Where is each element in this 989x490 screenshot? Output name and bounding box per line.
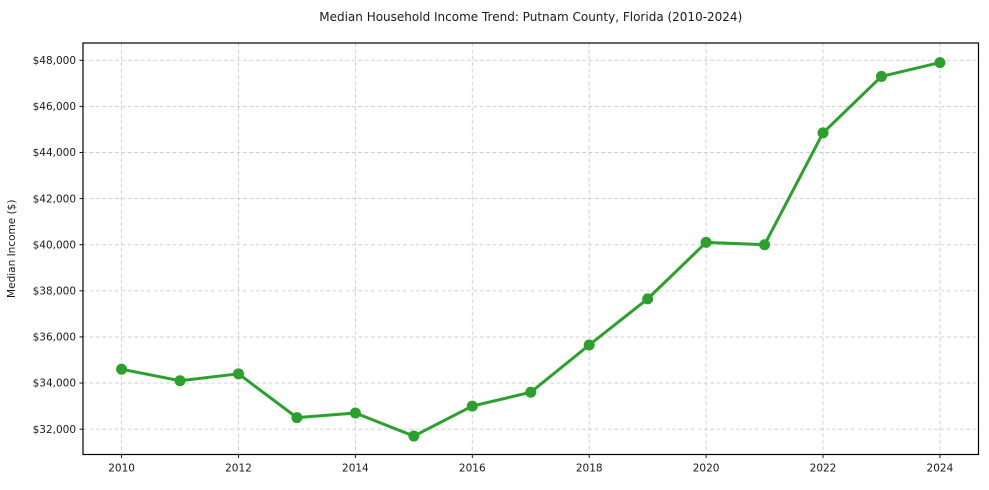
data-point-2023 xyxy=(875,70,887,82)
data-point-2015 xyxy=(408,430,420,442)
data-point-2011 xyxy=(174,375,186,387)
data-point-2010 xyxy=(116,363,128,375)
y-tick-label: $38,000 xyxy=(33,286,76,298)
y-tick-label: $36,000 xyxy=(33,332,76,344)
x-tick-label: 2024 xyxy=(927,463,954,475)
data-point-2024 xyxy=(934,57,946,69)
data-point-2019 xyxy=(642,293,654,305)
data-point-2020 xyxy=(700,236,712,248)
data-point-2017 xyxy=(525,386,537,398)
y-tick-label: $44,000 xyxy=(33,147,76,159)
x-tick-label: 2016 xyxy=(459,463,486,475)
x-tick-label: 2012 xyxy=(225,463,252,475)
x-tick-label: 2014 xyxy=(342,463,369,475)
y-tick-label: $34,000 xyxy=(33,378,76,390)
data-point-2012 xyxy=(232,368,244,380)
chart-title: Median Household Income Trend: Putnam Co… xyxy=(319,10,742,24)
y-tick-label: $42,000 xyxy=(33,193,76,205)
y-tick-label: $46,000 xyxy=(33,101,76,113)
data-point-2014 xyxy=(349,407,361,419)
x-tick-label: 2010 xyxy=(108,463,135,475)
y-axis-label: Median Income ($) xyxy=(6,200,18,298)
data-point-2016 xyxy=(466,400,478,412)
y-tick-label: $40,000 xyxy=(33,239,76,251)
data-point-2022 xyxy=(817,127,829,139)
trend-line xyxy=(120,61,942,438)
data-point-2018 xyxy=(583,339,595,351)
plot-area: $32,000 $34,000 $36,000 $38,000 $40,000 $42,0… xyxy=(33,42,980,475)
x-tick-label: 2020 xyxy=(693,463,720,475)
data-point-2013 xyxy=(291,412,303,424)
y-tick-label: $32,000 xyxy=(33,424,76,436)
plot-border xyxy=(82,42,980,456)
y-tick-label: $48,000 xyxy=(33,55,76,67)
x-tick-label: 2022 xyxy=(810,463,837,475)
data-point-2021 xyxy=(759,239,771,251)
x-tick-label: 2018 xyxy=(576,463,603,475)
